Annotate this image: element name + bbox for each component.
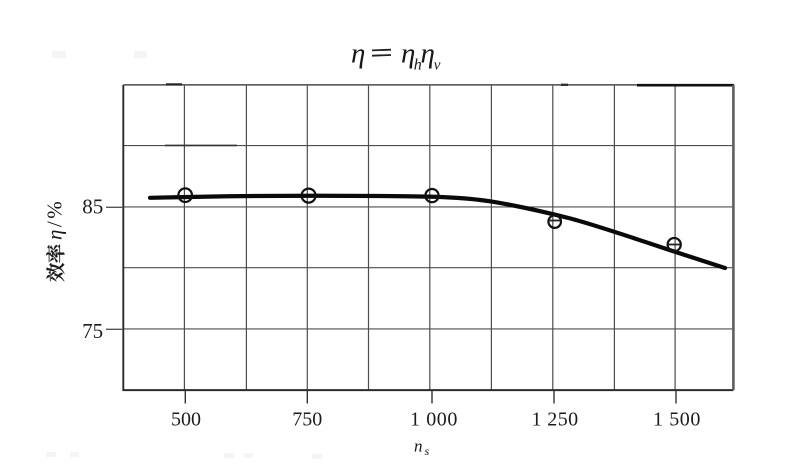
svg-text:500: 500 [171, 408, 201, 430]
svg-text:1 500: 1 500 [653, 408, 701, 430]
svg-text:n: n [414, 437, 423, 456]
svg-text:1 000: 1 000 [410, 408, 458, 430]
svg-text:η/%: η/% [42, 199, 66, 240]
svg-text:s: s [425, 444, 430, 458]
svg-text:η: η [401, 38, 415, 70]
svg-text:75: 75 [82, 319, 103, 343]
svg-text:750: 750 [292, 408, 322, 430]
svg-text:η: η [351, 38, 365, 70]
svg-text:h: h [414, 57, 422, 74]
svg-text:η: η [421, 38, 435, 70]
svg-text:85: 85 [82, 195, 103, 219]
svg-text:v: v [434, 58, 441, 74]
svg-text:1 250: 1 250 [532, 408, 579, 430]
